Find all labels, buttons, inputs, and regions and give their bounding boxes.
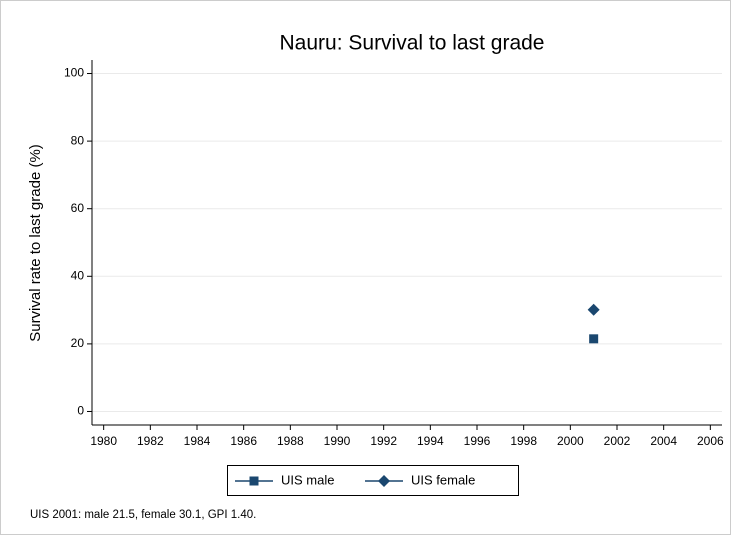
x-tick-label: 1998 [510, 434, 537, 448]
chart-title: Nauru: Survival to last grade [280, 32, 545, 55]
point [587, 303, 600, 316]
x-tick-label: 1984 [184, 434, 211, 448]
note: UIS 2001: male 21.5, female 30.1, GPI 1.… [30, 509, 256, 521]
x-tick-label: 2002 [604, 434, 631, 448]
x-tick-label: 1994 [417, 434, 444, 448]
legend-marker [249, 476, 259, 486]
x-tick-label: 1992 [370, 434, 397, 448]
x-tick-label: 2000 [557, 434, 584, 448]
y-axis-label: Survival rate to last grade (%) [27, 144, 44, 342]
y-tick-label: 80 [71, 133, 85, 147]
x-tick-label: 1986 [230, 434, 257, 448]
y-tick-label: 40 [71, 268, 85, 282]
y-tick-label: 0 [77, 404, 84, 418]
y-tick-label: 100 [64, 66, 84, 80]
legend-label: UIS female [411, 472, 475, 487]
x-tick-label: 2006 [697, 434, 724, 448]
x-tick-label: 1988 [277, 434, 304, 448]
x-tick-label: 1980 [90, 434, 117, 448]
x-tick-label: 1996 [464, 434, 491, 448]
x-tick-label: 1982 [137, 434, 164, 448]
legend-marker [378, 475, 390, 487]
x-tick-label: 2004 [650, 434, 677, 448]
y-tick-label: 60 [71, 201, 85, 215]
legend-label: UIS male [281, 472, 334, 487]
point [589, 334, 599, 344]
x-tick-label: 1990 [324, 434, 351, 448]
y-tick-label: 20 [71, 336, 85, 350]
